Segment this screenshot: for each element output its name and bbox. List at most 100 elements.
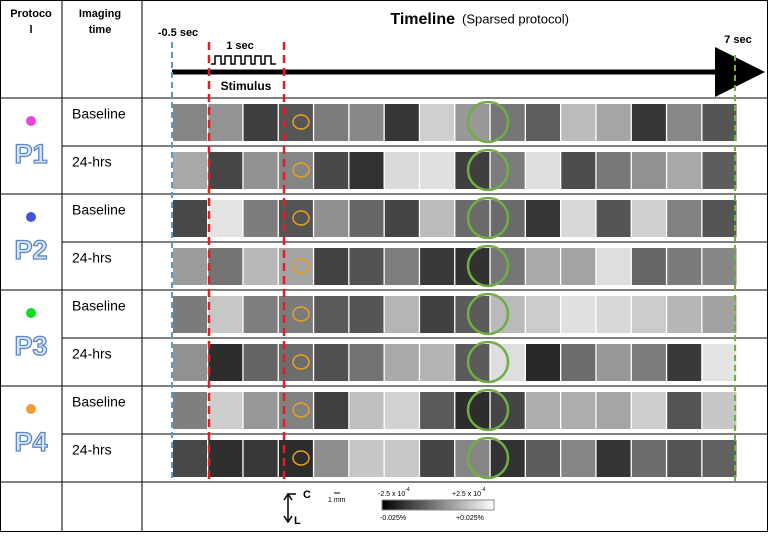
protocol-dot <box>26 212 36 222</box>
frame <box>314 296 349 333</box>
frame <box>420 152 455 189</box>
frame <box>173 248 207 285</box>
frame <box>278 344 313 381</box>
frame <box>631 200 666 237</box>
frame <box>173 104 207 141</box>
frame <box>314 344 349 381</box>
timeline-note: (Sparsed protocol) <box>462 11 569 26</box>
imaging-time: Baseline <box>72 202 126 218</box>
frame <box>173 296 207 333</box>
frame <box>384 200 419 237</box>
frame <box>349 392 384 429</box>
imaging-time: 24-hrs <box>72 346 112 362</box>
header-protocol: l <box>29 24 32 36</box>
frame <box>278 296 313 333</box>
frame <box>349 152 384 189</box>
header-imaging: Imaging <box>79 8 121 20</box>
frame <box>384 248 419 285</box>
stimulus-wave <box>211 55 276 65</box>
frame <box>384 104 419 141</box>
protocol-label: P2 <box>14 235 47 265</box>
frame <box>526 152 560 189</box>
scale-label: 1 mm <box>328 497 346 504</box>
orientation-icon <box>283 492 296 524</box>
frame <box>420 104 455 141</box>
frame <box>596 248 631 285</box>
frame <box>173 152 207 189</box>
frame <box>349 248 384 285</box>
frame <box>596 440 631 477</box>
frame <box>420 440 455 477</box>
colorbar <box>381 499 495 511</box>
frame <box>314 152 349 189</box>
peak-marker <box>466 388 510 432</box>
imaging-time: 24-hrs <box>72 154 112 170</box>
colorbar-min-pct: -0.025% <box>380 515 406 522</box>
imaging-time: Baseline <box>72 298 126 314</box>
frame <box>173 344 207 381</box>
frame <box>702 200 737 237</box>
frame <box>631 344 666 381</box>
frame <box>702 392 737 429</box>
frame <box>631 104 666 141</box>
frame <box>561 248 596 285</box>
end-time: 7 sec <box>724 34 752 46</box>
protocol-label: P1 <box>14 139 47 169</box>
frame <box>526 440 560 477</box>
frame <box>349 104 384 141</box>
frame <box>208 248 243 285</box>
frame <box>631 248 666 285</box>
roi-marker <box>292 114 310 130</box>
frame <box>243 200 278 237</box>
protocol-label: P3 <box>14 331 47 361</box>
frame <box>243 152 278 189</box>
frame <box>314 392 349 429</box>
stimulus-label: Stimulus <box>221 79 272 93</box>
frame <box>420 248 455 285</box>
frame <box>314 248 349 285</box>
frame <box>349 440 384 477</box>
frame <box>631 392 666 429</box>
frame <box>667 152 702 189</box>
frame <box>561 392 596 429</box>
frame <box>208 344 243 381</box>
frame <box>596 104 631 141</box>
roi-marker <box>292 306 310 322</box>
timeline-title: Timeline <box>390 11 455 28</box>
frame <box>667 440 702 477</box>
frame <box>702 104 737 141</box>
frame <box>702 344 737 381</box>
frame <box>667 392 702 429</box>
frame <box>173 392 207 429</box>
frame <box>702 296 737 333</box>
frame <box>243 392 278 429</box>
frame <box>349 200 384 237</box>
frame <box>243 104 278 141</box>
frame <box>596 344 631 381</box>
frame <box>384 344 419 381</box>
frame <box>243 440 278 477</box>
start-time: -0.5 sec <box>158 27 198 39</box>
imaging-time: 24-hrs <box>72 442 112 458</box>
frame <box>420 344 455 381</box>
frame <box>526 200 560 237</box>
frame <box>420 296 455 333</box>
frame <box>631 296 666 333</box>
frame <box>384 296 419 333</box>
frame <box>667 296 702 333</box>
frame <box>278 152 313 189</box>
frame <box>243 296 278 333</box>
frame <box>561 104 596 141</box>
frame <box>526 296 560 333</box>
header-imaging: time <box>89 24 112 36</box>
header-protocol: Protoco <box>10 8 52 20</box>
colorbar-max: +2.5 x 10-4 <box>452 487 486 498</box>
roi-marker <box>292 258 310 274</box>
peak-marker <box>466 436 510 480</box>
frame <box>208 104 243 141</box>
roi-marker <box>292 450 310 466</box>
frame <box>526 104 560 141</box>
frame <box>384 392 419 429</box>
frame <box>561 296 596 333</box>
